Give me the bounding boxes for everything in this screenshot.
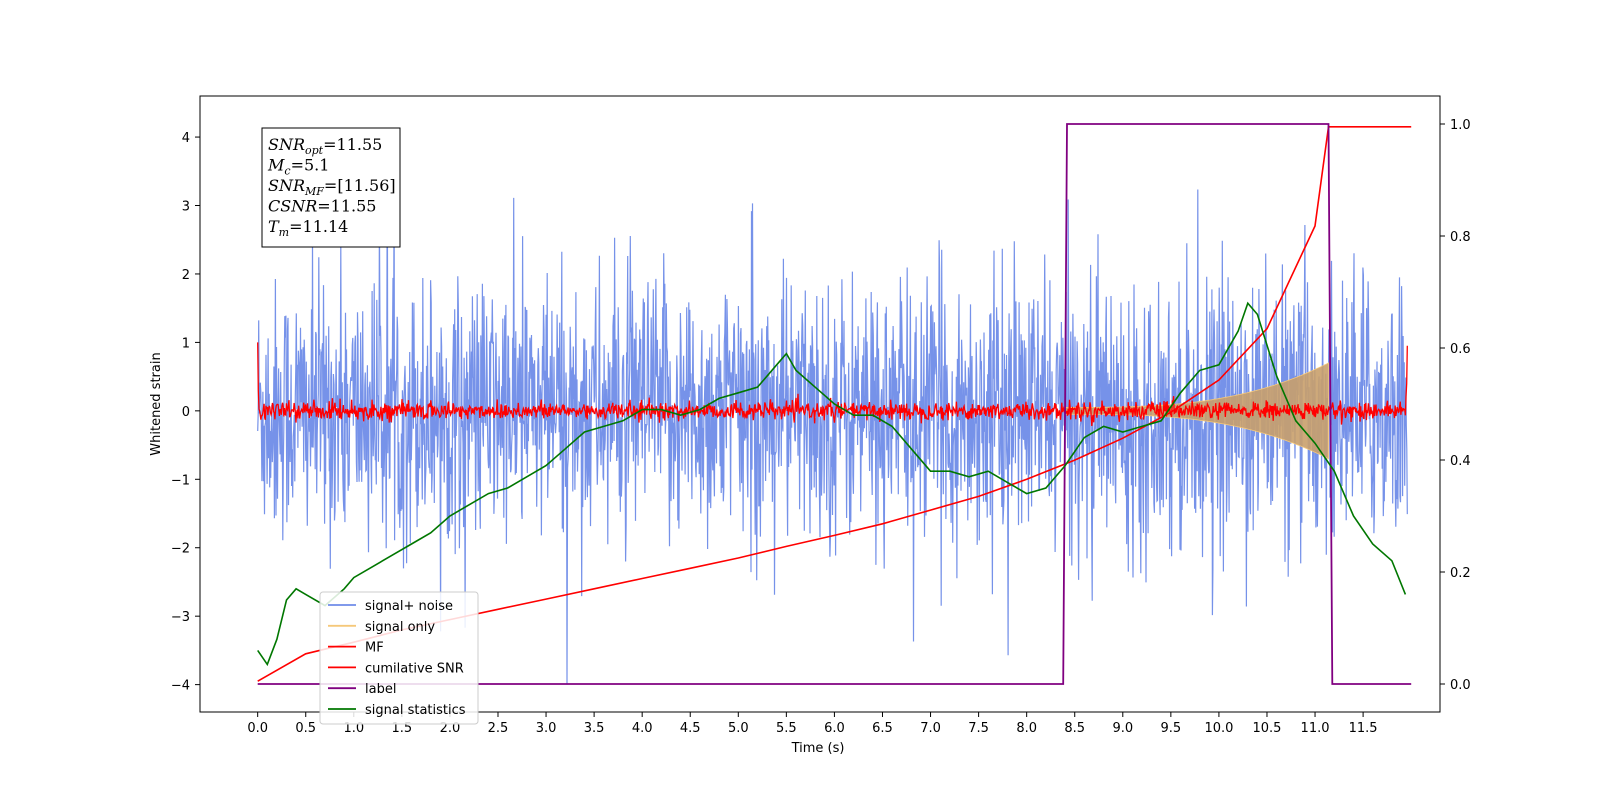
x-tick-label: 0.0 (247, 721, 268, 736)
x-tick-label: 7.5 (968, 721, 989, 736)
y-axis-left: 4 3 2 1 0 −1 −2 −3 −4 (171, 131, 200, 694)
y-tick-label: 3 (182, 200, 190, 215)
annotation-line: Tm=11.14 (268, 217, 348, 239)
y-axis-title: Whitened strain (149, 352, 164, 455)
x-tick-label: 2.0 (440, 721, 461, 736)
x-tick-label: 10.0 (1204, 721, 1233, 736)
x-tick-label: 3.0 (536, 721, 557, 736)
annotation-line: Mc=5.1 (267, 156, 329, 178)
y-right-tick-label: 0.4 (1450, 454, 1471, 469)
signal-statistics-line (257, 301, 1407, 667)
x-tick-label: 9.0 (1112, 721, 1133, 736)
x-tick-label: 4.5 (680, 721, 701, 736)
x-tick-label: 11.5 (1349, 721, 1378, 736)
x-tick-label: 5.5 (776, 721, 797, 736)
x-tick-label: 1.0 (343, 721, 364, 736)
x-tick-label: 8.5 (1064, 721, 1085, 736)
legend-label: signal statistics (365, 703, 466, 718)
x-tick-label: 1.5 (392, 721, 413, 736)
y-tick-label: −2 (171, 542, 190, 557)
x-tick-label: 3.5 (584, 721, 605, 736)
x-axis: 0.0 0.5 1.0 1.5 2.0 2.5 3.0 3.5 4.0 4.5 5.0 5.5 6.0 6… (247, 712, 1378, 736)
label-series (257, 123, 1412, 685)
signal-statistics-series (257, 301, 1407, 667)
y-tick-label: 0 (182, 405, 190, 420)
y-right-tick-label: 0.0 (1450, 678, 1471, 693)
legend: signal+ noise signal only MF cumilative SNR… (319, 591, 479, 725)
legend-frame (319, 591, 479, 725)
y-tick-label: −3 (171, 610, 190, 625)
annotation-line: SNRopt=11.55 (268, 135, 382, 157)
legend-label: signal+ noise (365, 599, 453, 614)
x-tick-label: 11.0 (1301, 721, 1330, 736)
annotation-line: CSNR=11.55 (268, 197, 376, 216)
x-tick-label: 7.0 (920, 721, 941, 736)
annotation-line: SNRMF=[11.56] (268, 176, 396, 198)
mf-series (257, 342, 1408, 427)
legend-label: signal only (365, 620, 435, 635)
annotation-box: SNRopt=11.55Mc=5.1SNRMF=[11.56]CSNR=11.5… (261, 127, 401, 248)
x-tick-label: 9.5 (1161, 721, 1182, 736)
y-tick-label: 4 (182, 131, 190, 146)
legend-label: MF (365, 641, 384, 656)
legend-label: label (365, 682, 396, 697)
y-tick-label: −4 (171, 679, 190, 694)
x-tick-label: 4.0 (632, 721, 653, 736)
plot-frame (199, 95, 1441, 713)
x-tick-label: 8.0 (1016, 721, 1037, 736)
y-right-tick-label: 0.6 (1450, 342, 1471, 357)
x-tick-label: 10.5 (1253, 721, 1282, 736)
y-tick-label: −1 (171, 473, 190, 488)
x-tick-label: 5.0 (728, 721, 749, 736)
annotation-frame (261, 127, 401, 248)
y-tick-label: 1 (182, 336, 190, 351)
x-axis-title: Time (s) (791, 741, 845, 756)
x-tick-label: 2.5 (488, 721, 509, 736)
y-axis-right: 1.0 0.8 0.6 0.4 0.2 0.0 (1440, 118, 1471, 693)
legend-label: cumilative SNR (365, 661, 464, 676)
x-tick-label: 6.5 (872, 721, 893, 736)
y-tick-label: 2 (182, 268, 190, 283)
y-right-tick-label: 1.0 (1450, 118, 1471, 133)
mf-line (257, 342, 1408, 427)
label-line (257, 123, 1412, 685)
x-tick-label: 6.0 (824, 721, 845, 736)
y-right-tick-label: 0.8 (1450, 230, 1471, 245)
y-right-tick-label: 0.2 (1450, 566, 1471, 581)
x-tick-label: 0.5 (295, 721, 316, 736)
